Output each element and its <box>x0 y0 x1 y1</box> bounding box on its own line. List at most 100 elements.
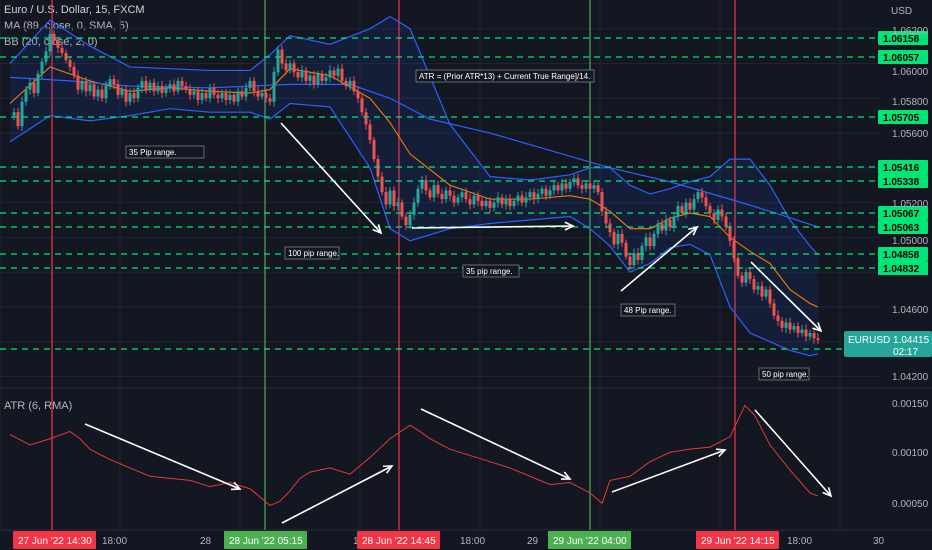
price-level-label: 1.04832 <box>883 264 920 275</box>
time-marker-label: 27 Jun '22 14:30 <box>18 536 92 547</box>
candle-body <box>560 183 564 191</box>
candle-body <box>472 195 476 205</box>
candle-body <box>320 73 324 81</box>
candle-body <box>92 84 96 97</box>
candle-body <box>248 80 252 88</box>
last-price-symbol: EURUSD <box>848 335 890 346</box>
candle-body <box>156 86 160 92</box>
candle-body <box>276 49 280 73</box>
candle-body <box>104 86 108 99</box>
candle-body <box>260 93 264 97</box>
candle-body <box>664 220 668 231</box>
symbol-title[interactable]: Euro / U.S. Dollar, 15, FXCM <box>4 4 145 16</box>
candle-body <box>416 188 420 203</box>
candle-body <box>744 272 748 283</box>
last-price-tag <box>844 331 932 357</box>
candle-body <box>100 89 104 99</box>
price-level-label: 1.05067 <box>883 209 920 220</box>
trend-arrow-head <box>812 322 823 333</box>
candle-body <box>332 70 336 76</box>
price-axis-tick: 1.05200 <box>892 199 929 210</box>
candle-body <box>436 185 440 194</box>
candle-body <box>620 233 624 243</box>
candle-body <box>412 202 416 215</box>
candle-body <box>524 197 528 203</box>
candle-body <box>780 320 784 328</box>
price-level-tag <box>878 110 928 124</box>
bb-upper-line <box>9 15 819 256</box>
candle-body <box>372 140 376 160</box>
time-marker-tag <box>13 531 96 549</box>
price-axis-tick: 1.04600 <box>892 305 929 316</box>
trend-arrow-head <box>382 465 394 474</box>
candle-body <box>564 183 568 189</box>
candle-body <box>368 124 372 140</box>
candle-body <box>492 202 496 208</box>
candle-body <box>68 60 72 67</box>
candle-body <box>636 253 640 260</box>
candle-body <box>296 72 300 78</box>
candle-body <box>256 91 260 97</box>
candle-body <box>20 101 24 127</box>
candle-body <box>776 315 780 321</box>
candle-body <box>380 176 384 193</box>
time-marker-tag <box>357 531 440 549</box>
trend-arrow-line <box>754 409 832 497</box>
candle-body <box>208 87 212 99</box>
time-marker-label: 29 Jun '22 04:00 <box>553 536 627 547</box>
candle-body <box>680 206 684 214</box>
candle-body <box>196 91 200 100</box>
time-axis-tick: 28 <box>200 536 212 547</box>
trend-arrow-head <box>688 225 699 236</box>
candle-body <box>516 195 520 201</box>
trend-arrow-line <box>84 423 241 490</box>
annotation-text: 35 pip range. <box>466 267 513 276</box>
atr-axis-tick: 0.00100 <box>892 448 929 459</box>
bb-lower-line <box>9 102 819 357</box>
candle-body <box>232 94 236 102</box>
candle-body <box>384 192 388 205</box>
candle-body <box>108 79 112 87</box>
atr-axis-tick: 0.00150 <box>892 399 929 410</box>
price-level-tag <box>878 247 928 261</box>
candle-body <box>452 195 456 203</box>
candle-body <box>244 87 248 97</box>
candle-body <box>280 49 284 64</box>
atr-legend[interactable]: ATR (6, RMA) <box>4 400 73 412</box>
candle-body <box>396 202 400 207</box>
candle-body <box>632 253 636 266</box>
candle-body <box>136 87 140 99</box>
candle-body <box>520 195 524 203</box>
candle-body <box>328 70 332 78</box>
trend-arrow-head <box>560 471 572 480</box>
candle-body <box>692 199 696 210</box>
bb-fill <box>10 16 818 356</box>
candle-body <box>708 206 712 214</box>
candle-body <box>324 77 328 81</box>
price-level-label: 1.05416 <box>883 163 920 174</box>
annotation-box <box>462 264 520 278</box>
candle-body <box>760 286 764 297</box>
candle-body <box>548 190 552 196</box>
candle-body <box>460 192 464 198</box>
candle-body <box>188 89 192 95</box>
candle-body <box>112 79 116 85</box>
candle-body <box>720 209 724 217</box>
trend-arrow-line <box>281 465 393 524</box>
candle-body <box>804 329 808 337</box>
trend-arrow-head <box>822 487 833 498</box>
candle-body <box>616 233 620 245</box>
candle-body <box>160 86 164 94</box>
candle-body <box>152 82 156 92</box>
candle-body <box>700 192 704 198</box>
annotation-text: 35 Pip range. <box>129 148 177 157</box>
price-level-tag <box>878 160 928 174</box>
candle-body <box>60 47 64 54</box>
candle-body <box>656 223 660 234</box>
candle-body <box>200 93 204 100</box>
time-axis-tick: 30 <box>873 536 885 547</box>
candle-body <box>604 211 608 224</box>
candle-body <box>28 82 32 90</box>
